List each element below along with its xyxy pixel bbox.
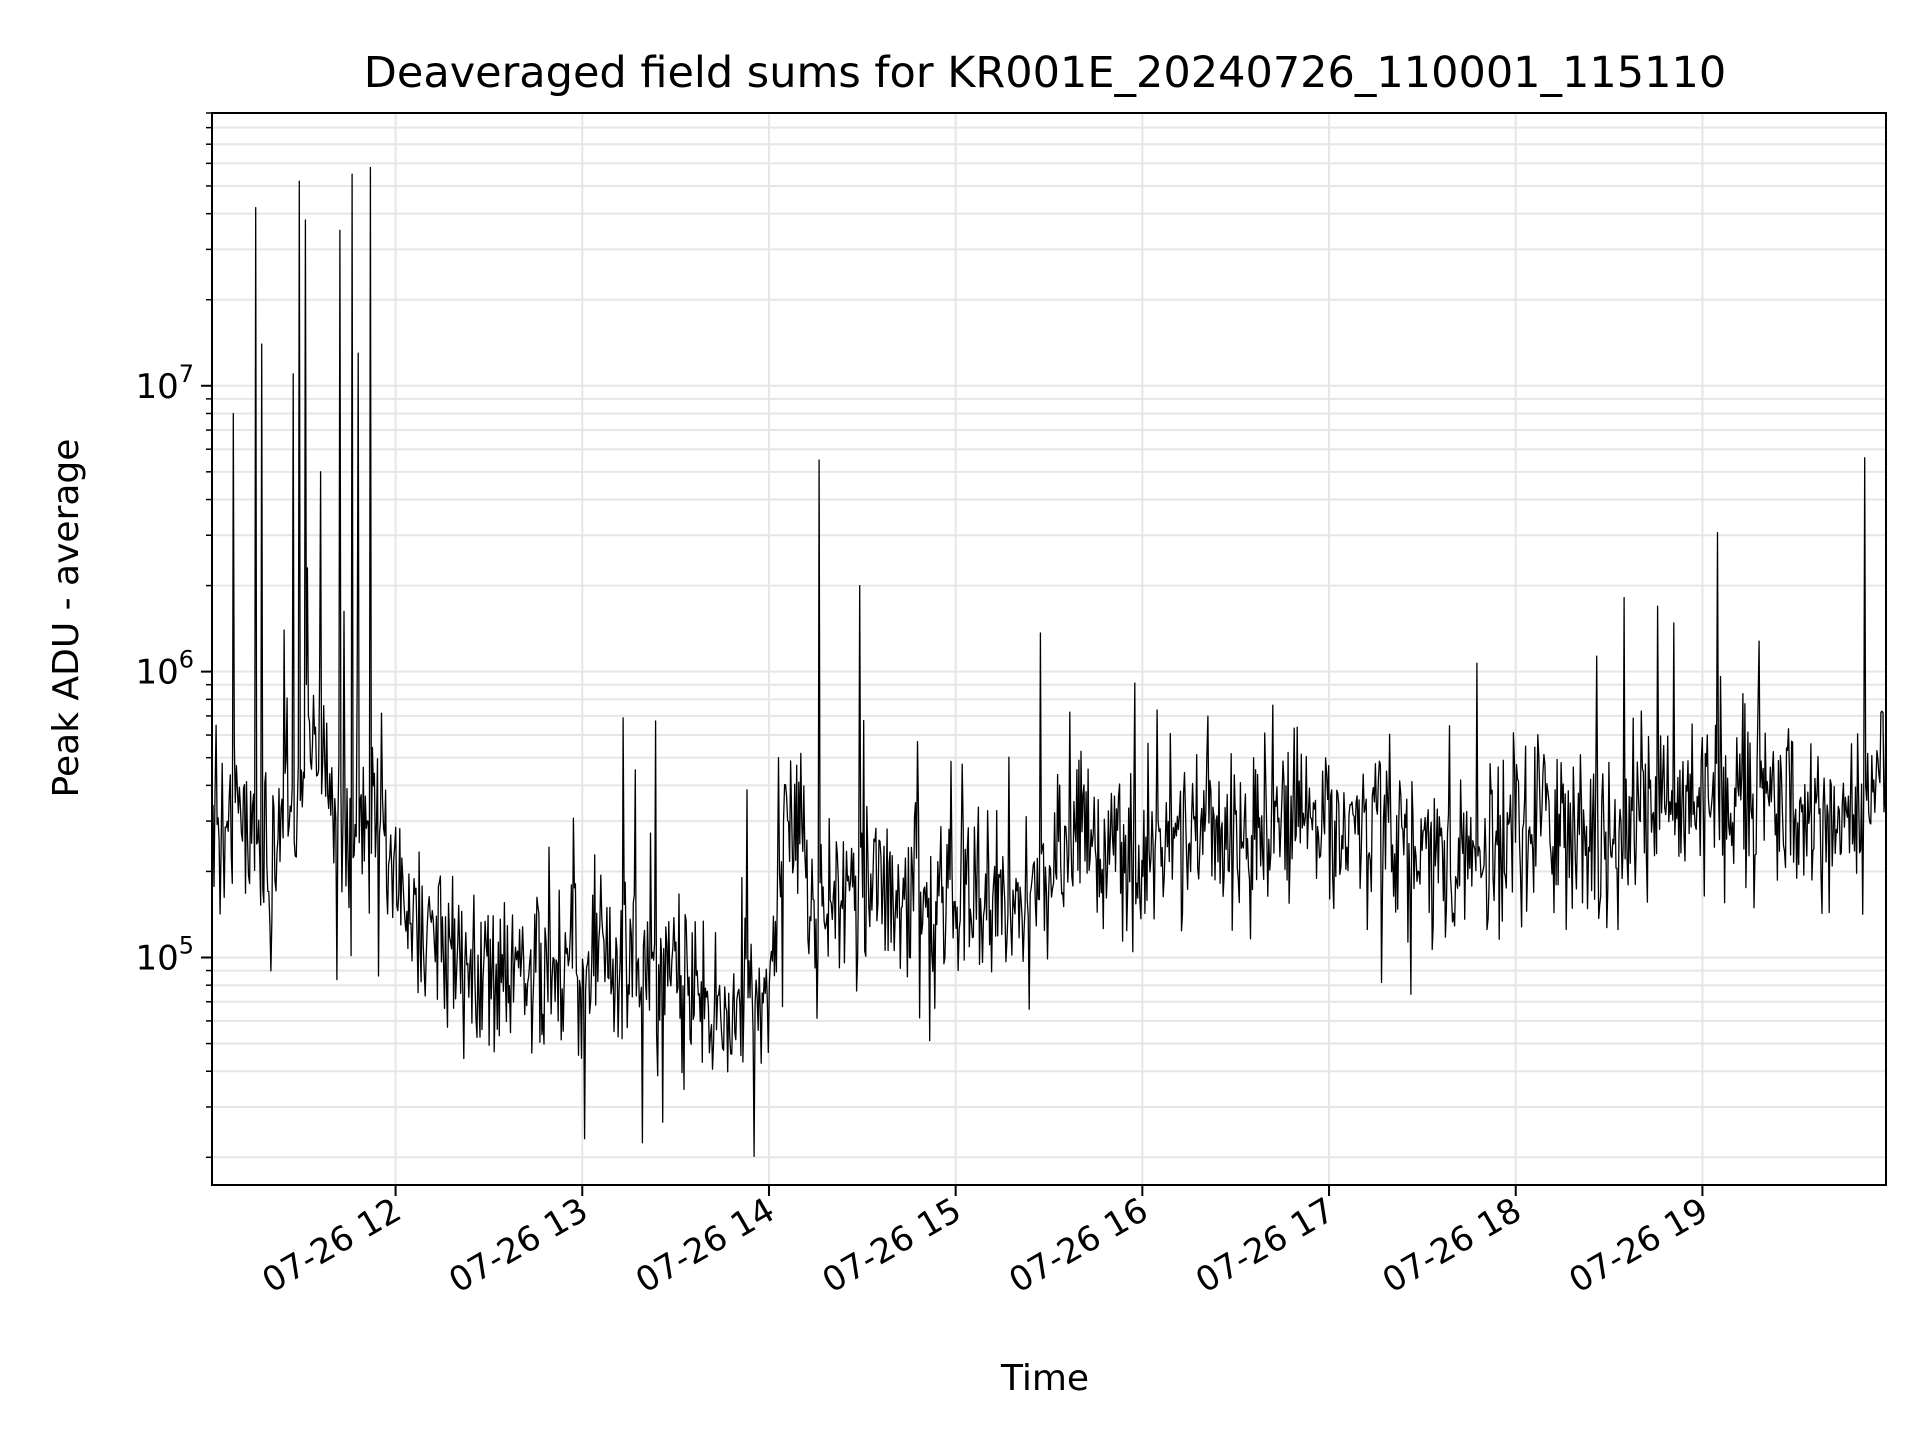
y-axis-label: Peak ADU - average bbox=[46, 439, 87, 798]
x-tick-label: 07-26 19 bbox=[1563, 1190, 1715, 1301]
x-tick-label: 07-26 14 bbox=[629, 1190, 781, 1301]
y-tick-label: 106 bbox=[135, 646, 194, 693]
x-tick-label: 07-26 17 bbox=[1189, 1190, 1341, 1301]
x-tick-label: 07-26 16 bbox=[1002, 1190, 1154, 1301]
x-tick-label: 07-26 18 bbox=[1376, 1190, 1528, 1301]
y-tick-label: 105 bbox=[135, 931, 194, 978]
x-tick-label: 07-26 13 bbox=[442, 1190, 594, 1301]
x-axis-label: Time bbox=[1000, 1358, 1089, 1399]
x-tick-label: 07-26 12 bbox=[256, 1190, 408, 1301]
series-line bbox=[211, 166, 1887, 1158]
plot-frame bbox=[211, 112, 1887, 1186]
chart-title: Deaveraged field sums for KR001E_2024072… bbox=[364, 48, 1726, 98]
x-tick-label: 07-26 15 bbox=[816, 1190, 968, 1301]
y-tick-label: 107 bbox=[135, 360, 194, 407]
